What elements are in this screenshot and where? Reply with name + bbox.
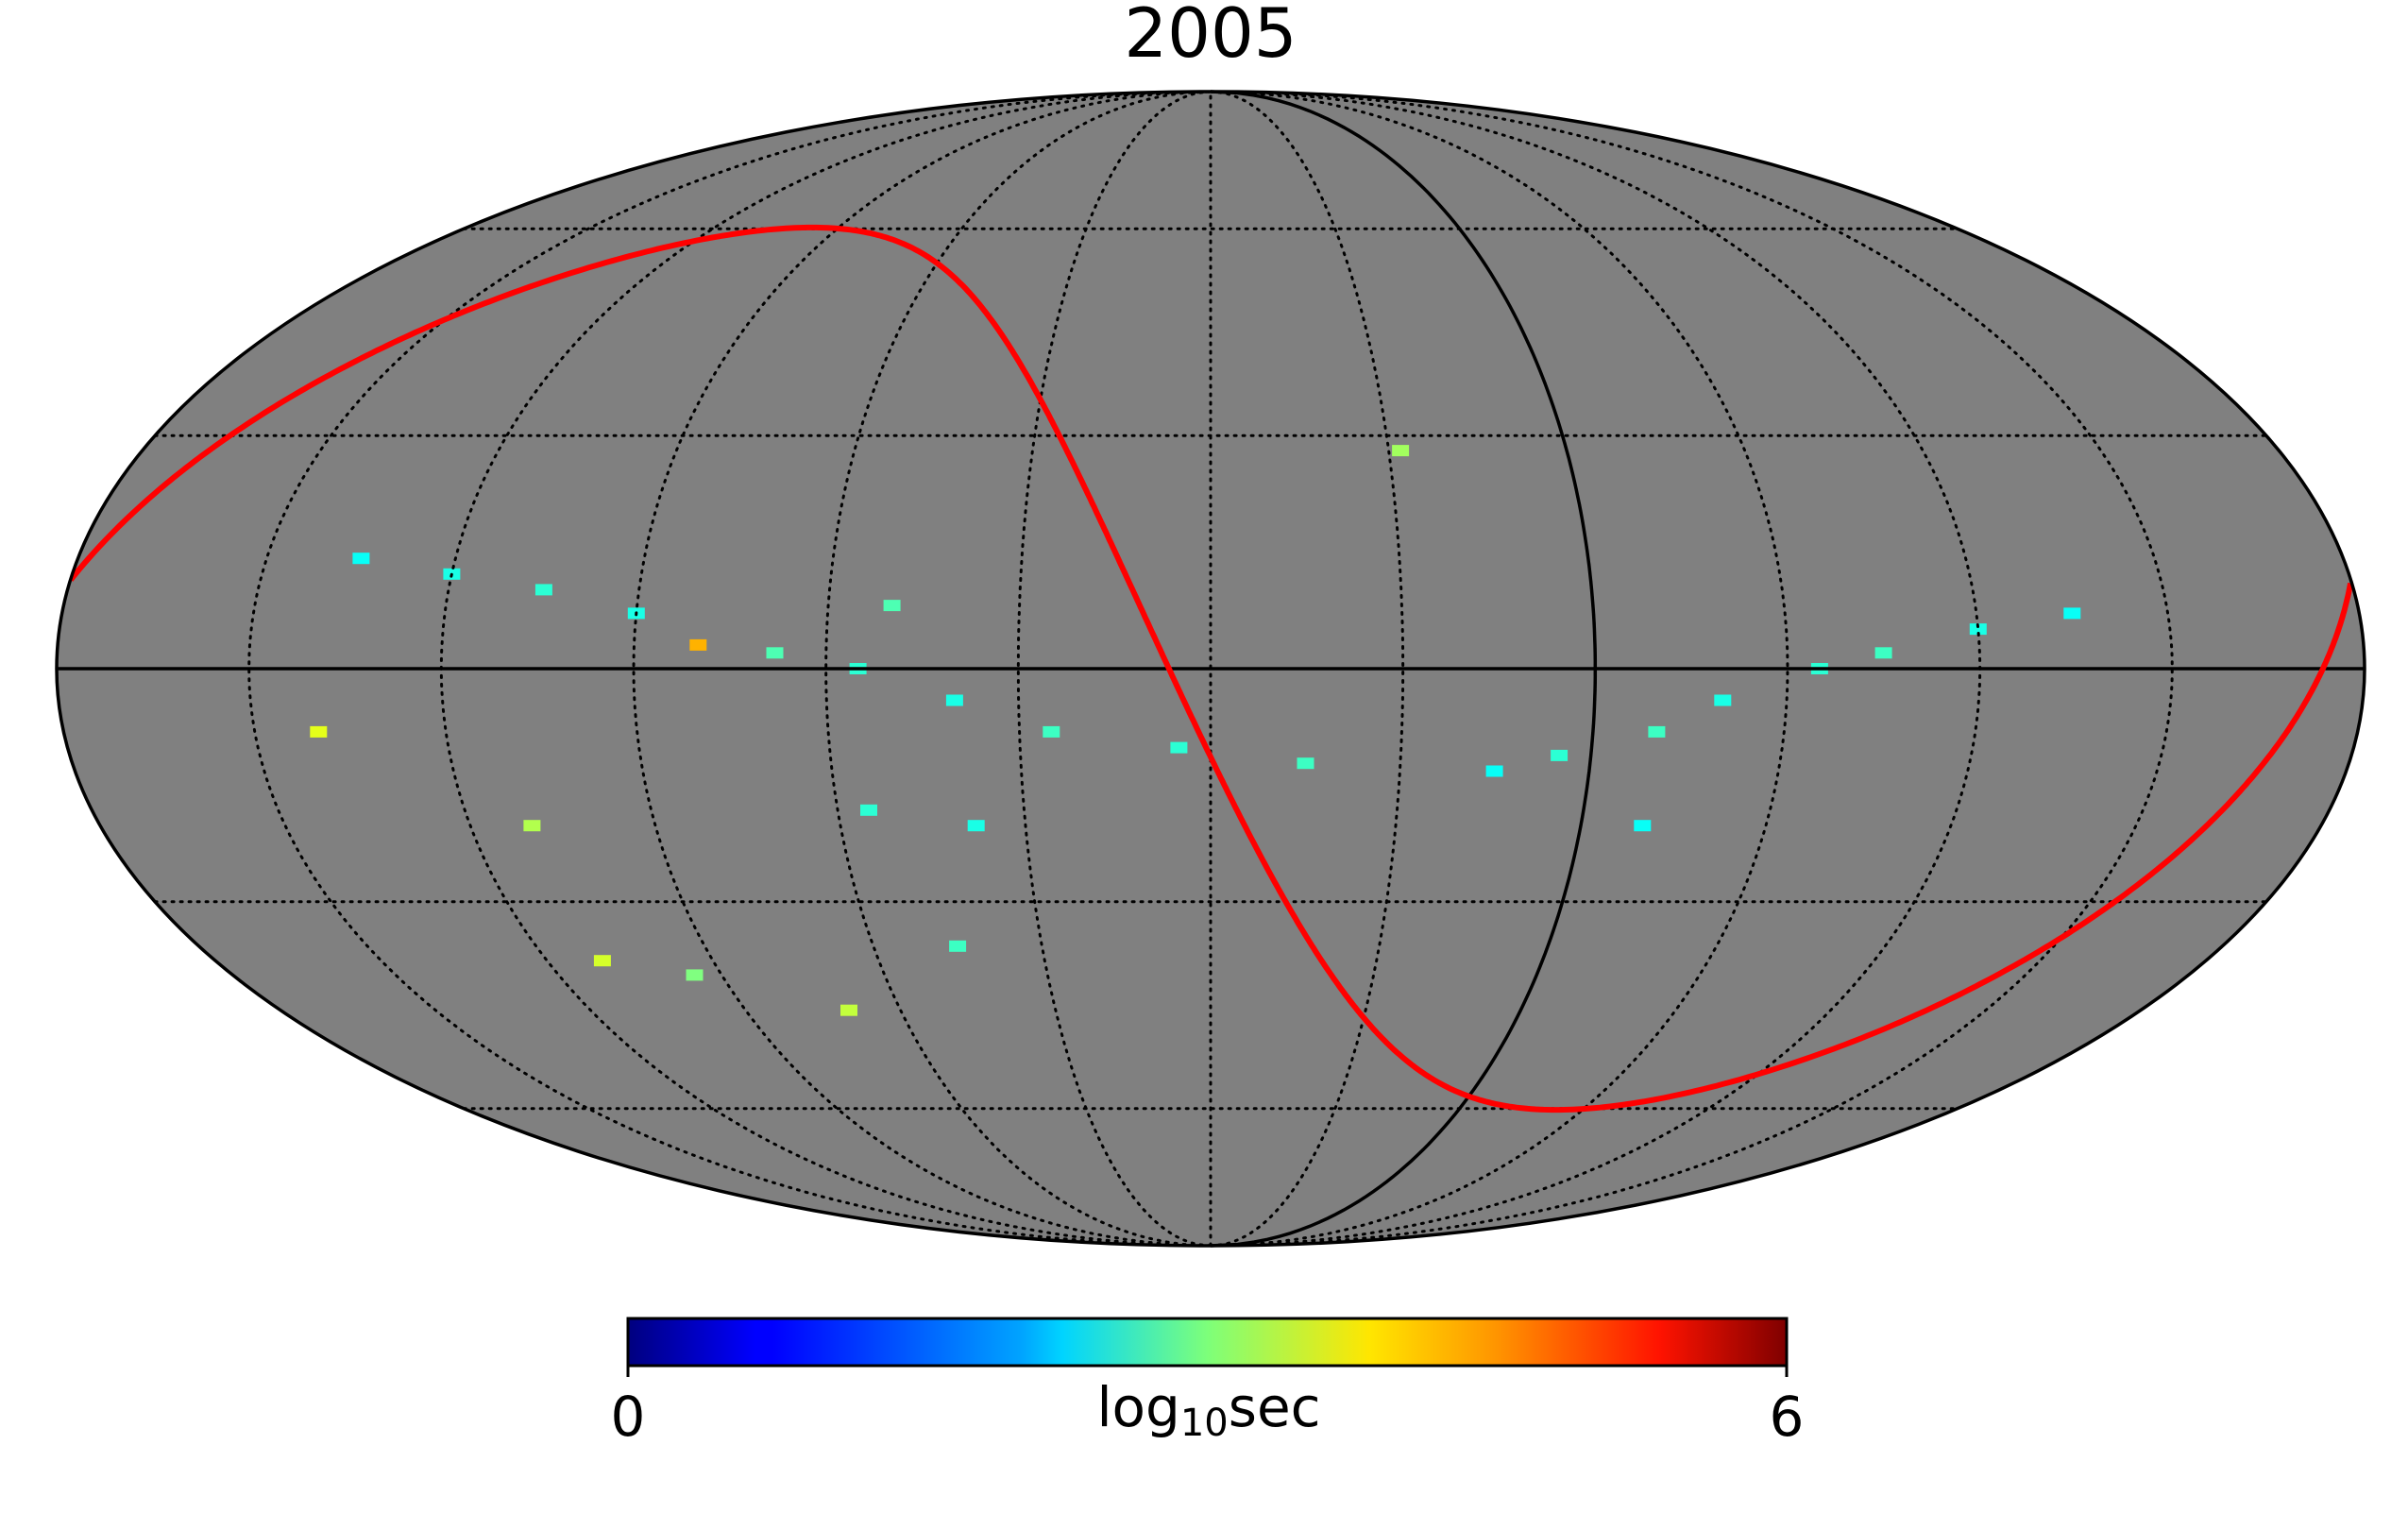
exposure-patch	[766, 647, 784, 659]
ecliptic-curve	[68, 224, 2354, 1114]
colorbar-title: log10sec	[1096, 1375, 1320, 1445]
exposure-patch	[689, 638, 707, 651]
graticule-meridian	[1209, 92, 1405, 1246]
exposure-patch	[1043, 725, 1060, 738]
colorbar-title-main: log	[1096, 1375, 1179, 1439]
exposure-patch	[1634, 820, 1652, 832]
exposure-patch	[352, 552, 370, 565]
exposure-patch	[1485, 765, 1503, 777]
exposure-patch	[686, 969, 704, 981]
exposure-patch	[1648, 725, 1666, 738]
meridian-arc-line	[1210, 90, 1598, 1248]
exposure-patch	[1874, 647, 1892, 659]
graticule-meridian	[824, 92, 1212, 1246]
exposure-patch	[534, 584, 552, 596]
exposure-patch	[840, 1004, 857, 1016]
exposure-patch	[2063, 607, 2081, 620]
exposure-patch	[883, 600, 901, 612]
exposure-patch	[860, 804, 877, 816]
exposure-patch	[1551, 749, 1569, 761]
plot-title: 2005	[1124, 0, 1297, 73]
exposure-patch	[949, 940, 967, 952]
colorbar-min-label: 0	[611, 1385, 646, 1449]
exposure-patch	[1714, 694, 1732, 706]
exposure-patch	[1969, 623, 1987, 636]
colorbar-title-unit: sec	[1229, 1375, 1321, 1439]
exposure-patch	[967, 820, 985, 832]
colorbar-title-sub: 10	[1180, 1402, 1229, 1445]
exposure-patch	[523, 820, 541, 832]
colorbar: 0 6 log10sec	[611, 1317, 1805, 1449]
colorbar-max-label: 6	[1770, 1385, 1805, 1449]
sky-border	[55, 90, 2366, 1248]
graticule-meridian	[247, 92, 1212, 1246]
colorbar-gradient	[626, 1317, 1789, 1368]
exposure-patch	[945, 694, 963, 706]
exposure-patch	[593, 955, 611, 967]
exposure-patch	[1392, 445, 1410, 457]
exposure-patch	[1297, 757, 1314, 770]
exposure-patch	[310, 725, 328, 738]
exposure-patch	[1170, 741, 1188, 754]
exposure-patches	[310, 445, 2081, 1016]
